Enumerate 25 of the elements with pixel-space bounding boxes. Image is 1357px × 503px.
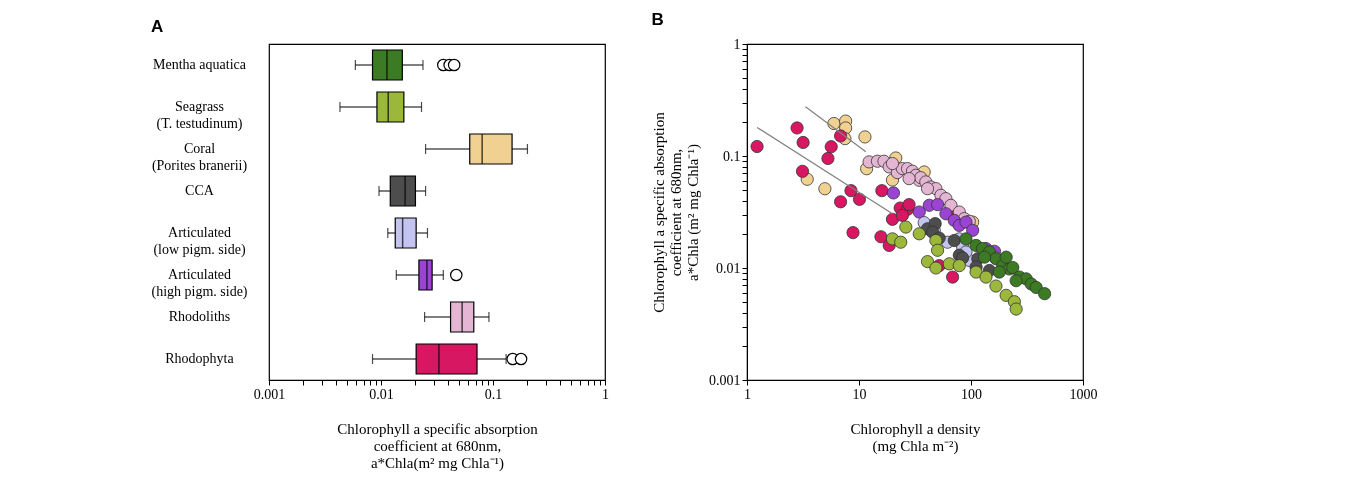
y-axis-title: Chlorophyll a specific absorption coefficient at 680nm, a*Chla (m² mg Chla⁻¹) [651, 111, 702, 313]
x-tick-label: 1000 [1069, 386, 1098, 402]
x-axis-title: Chlorophyll a density (mg Chla m⁻²) [850, 420, 981, 455]
y-tick-label: 0.001 [709, 372, 741, 388]
y-tick-label: 0.01 [716, 260, 741, 276]
x-axis-title: Chlorophyll a specific absorption coefficient at 680nm, a*Chla(m² mg Chla⁻¹) [337, 420, 539, 472]
y-tick-label: Coral (Porites branerii) [151, 141, 248, 174]
y-tick-label: 1 [733, 36, 741, 52]
y-tick-label: Seagrass (T. testudinum) [156, 99, 243, 132]
y-tick-label: 0.1 [723, 148, 741, 164]
y-tick-label: Articulated (high pigm. side) [151, 267, 248, 300]
x-tick-label: 1 [744, 386, 751, 402]
x-tick-label: 0.001 [253, 386, 286, 402]
y-tick-label: Rhodophyta [165, 351, 235, 366]
chart-title: A [150, 17, 164, 36]
x-tick-label: 1 [602, 386, 609, 402]
x-tick-label: 0.1 [484, 386, 503, 402]
x-tick-label: 0.01 [369, 386, 394, 402]
y-tick-label: CCA [185, 183, 215, 198]
y-tick-label: Articulated (low pigm. side) [153, 225, 246, 258]
y-tick-label: Rhodoliths [168, 309, 231, 324]
x-tick-label: 10 [852, 386, 867, 402]
chart-title: B [651, 10, 664, 29]
y-tick-label: Mentha aquatica [153, 57, 247, 72]
x-tick-label: 100 [961, 386, 982, 402]
